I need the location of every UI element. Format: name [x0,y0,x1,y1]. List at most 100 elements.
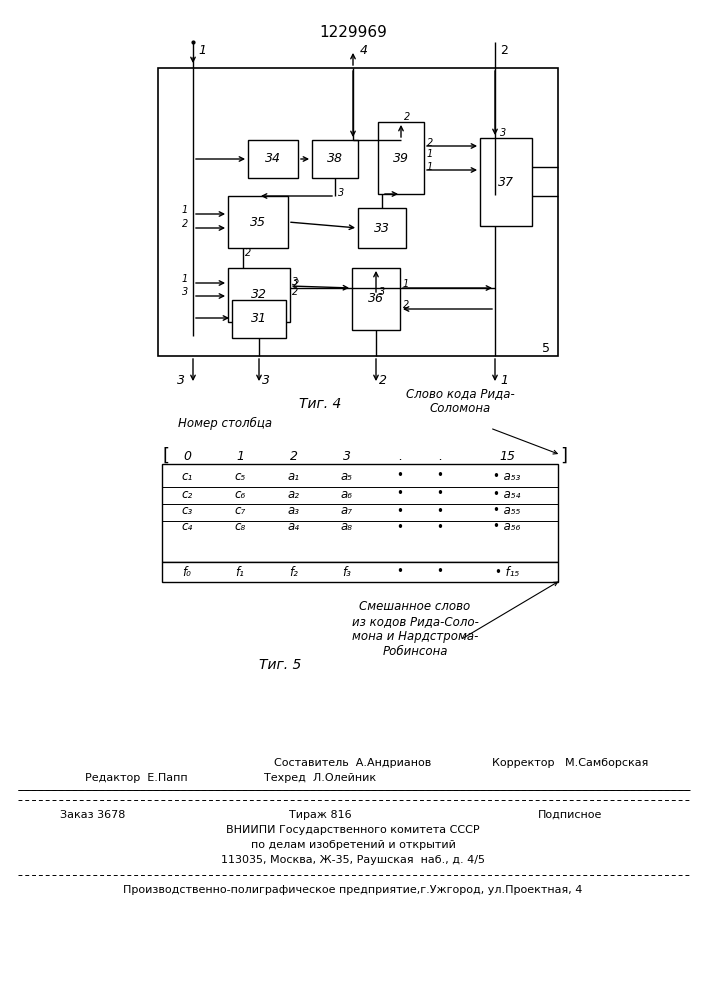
Text: c₅: c₅ [235,470,245,483]
Text: 31: 31 [251,312,267,326]
Bar [232,300,286,338]
Text: a₁: a₁ [288,470,300,483]
Text: 4: 4 [360,43,368,56]
Text: 2: 2 [427,138,433,148]
Text: 2: 2 [403,300,409,310]
Bar [248,140,298,178]
Text: 2: 2 [292,287,298,297]
Text: 1: 1 [182,274,188,284]
Bar [480,138,532,226]
Text: .: . [438,450,442,462]
Text: 34: 34 [265,152,281,165]
Text: Τиг. 4: Τиг. 4 [299,397,341,411]
Text: •: • [436,566,443,578]
Text: 1: 1 [182,205,188,215]
Text: a₅: a₅ [341,470,353,483]
Text: 2: 2 [290,450,298,462]
Text: a₆: a₆ [341,488,353,500]
Text: f₃: f₃ [343,566,351,578]
Text: • a₅₄: • a₅₄ [493,488,520,500]
Text: c₂: c₂ [182,488,192,500]
Text: 3: 3 [292,277,298,287]
Text: • a₅₅: • a₅₅ [493,504,520,518]
Text: c₁: c₁ [182,470,192,483]
Text: 3: 3 [182,287,188,297]
Text: c₇: c₇ [235,504,245,518]
Text: Номер столбца: Номер столбца [178,417,272,430]
Text: Заказ 3678: Заказ 3678 [60,810,125,820]
Text: 32: 32 [251,288,267,302]
Text: •: • [397,488,404,500]
Text: Смешанное слово
из кодов Рида-Соло-
мона и Нардстрома-
Робинсона: Смешанное слово из кодов Рида-Соло- мона… [351,600,479,658]
Text: c₆: c₆ [235,488,245,500]
Text: a₂: a₂ [288,488,300,500]
Text: •: • [436,470,443,483]
Bar [352,268,400,330]
Bar [158,68,558,356]
Bar [378,122,424,194]
Bar [358,208,406,248]
Text: • a₅₆: • a₅₆ [493,520,520,534]
Text: f₀: f₀ [182,566,192,578]
Text: 38: 38 [327,152,343,165]
Text: •: • [436,504,443,518]
Text: 2: 2 [182,219,188,229]
Text: ВНИИПИ Государственного комитета СССР: ВНИИПИ Государственного комитета СССР [226,825,480,835]
Text: a₄: a₄ [288,520,300,534]
Text: 5: 5 [542,342,550,355]
Text: 39: 39 [393,151,409,164]
Text: Редактор  Е.Папп: Редактор Е.Папп [85,773,187,783]
Bar [162,464,558,562]
Text: Составитель  А.Андрианов: Составитель А.Андрианов [274,758,432,768]
Text: 36: 36 [368,292,384,306]
Text: 15: 15 [499,450,515,462]
Text: Тираж 816: Тираж 816 [288,810,351,820]
Text: •: • [436,488,443,500]
Text: 0: 0 [183,450,191,462]
Text: 3: 3 [500,128,506,138]
Text: •: • [397,470,404,483]
Text: 1: 1 [236,450,244,462]
Text: Корректор   М.Самборская: Корректор М.Самборская [492,758,648,768]
Text: •: • [436,520,443,534]
Text: a₇: a₇ [341,504,353,518]
Text: 3: 3 [379,287,385,297]
Text: 1: 1 [500,374,508,387]
Text: 2: 2 [404,112,410,122]
Text: .: . [398,450,402,462]
Text: Τиг. 5: Τиг. 5 [259,658,301,672]
Text: a₃: a₃ [288,504,300,518]
Text: 3: 3 [338,188,344,198]
Text: c₈: c₈ [235,520,245,534]
Text: 1: 1 [198,43,206,56]
Text: • f₁₅: • f₁₅ [495,566,519,578]
Text: Подписное: Подписное [538,810,602,820]
Text: по делам изобретений и открытий: по делам изобретений и открытий [250,840,455,850]
Text: 3: 3 [343,450,351,462]
Text: •: • [397,520,404,534]
Text: ]: ] [560,447,567,465]
Text: Техред  Л.Олейник: Техред Л.Олейник [264,773,376,783]
Text: 2: 2 [293,279,299,289]
Text: 2: 2 [379,374,387,387]
Text: 35: 35 [250,216,266,229]
Bar [312,140,358,178]
Text: 2: 2 [500,43,508,56]
Text: 1229969: 1229969 [319,25,387,40]
Text: •: • [397,504,404,518]
Text: f₂: f₂ [290,566,298,578]
Text: 1: 1 [403,279,409,289]
Text: 3: 3 [262,374,270,387]
Text: •: • [397,566,404,578]
Text: 33: 33 [374,222,390,234]
Text: 37: 37 [498,176,514,188]
Text: • a₅₃: • a₅₃ [493,470,520,483]
Text: c₄: c₄ [182,520,192,534]
Bar [228,268,290,322]
Text: Слово кода Рида-
Соломона: Слово кода Рида- Соломона [406,387,515,415]
Bar [228,196,288,248]
Text: 113035, Москва, Ж-35, Раушская  наб., д. 4/5: 113035, Москва, Ж-35, Раушская наб., д. … [221,855,485,865]
Text: 1: 1 [427,162,433,172]
Text: a₈: a₈ [341,520,353,534]
Text: Производственно-полиграфическое предприятие,г.Ужгород, ул.Проектная, 4: Производственно-полиграфическое предприя… [123,885,583,895]
